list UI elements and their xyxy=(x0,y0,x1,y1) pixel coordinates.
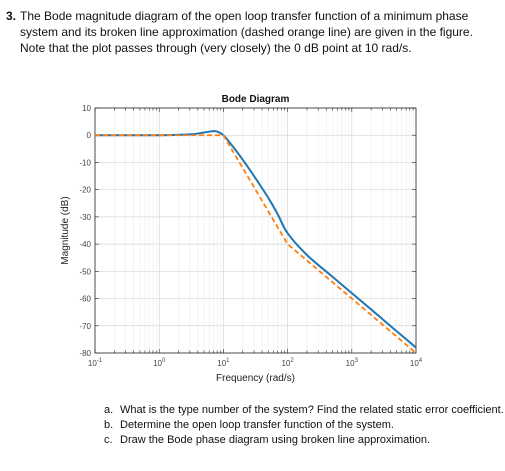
y-tick-label: -50 xyxy=(79,267,91,276)
asymptote-dashed-line xyxy=(95,134,417,354)
y-tick-label: -40 xyxy=(79,240,91,249)
y-tick-label: -60 xyxy=(79,295,91,304)
y-tick-label: -80 xyxy=(79,349,91,358)
x-tick-label: 100 xyxy=(153,358,166,368)
plot-frame xyxy=(94,107,417,354)
x-tick-label: 10-1 xyxy=(88,358,103,368)
x-tick-label: 101 xyxy=(217,358,230,368)
question-a-text: What is the type number of the system? F… xyxy=(120,404,504,416)
question-b-text: Determine the open loop transfer functio… xyxy=(120,419,394,431)
y-tick-label: -70 xyxy=(79,322,91,331)
question-b-label: b. xyxy=(104,419,114,431)
plot-area xyxy=(95,108,416,353)
exact-magnitude-line xyxy=(94,130,417,349)
problem-number: 3. xyxy=(6,9,17,23)
y-tick-label: -20 xyxy=(79,186,91,195)
question-c-label: c. xyxy=(104,434,113,446)
question-c: c. Draw the Bode phase diagram using bro… xyxy=(104,433,504,448)
question-b: b. Determine the open loop transfer func… xyxy=(104,418,504,433)
problem-statement: 3. The Bode magnitude diagram of the ope… xyxy=(6,8,496,56)
chart-title: Bode Diagram xyxy=(222,94,290,105)
question-list: a. What is the type number of the system… xyxy=(104,403,504,448)
x-tick-label: 103 xyxy=(346,358,359,368)
x-axis-label: Frequency (rad/s) xyxy=(216,373,295,384)
problem-text: The Bode magnitude diagram of the open l… xyxy=(20,9,473,55)
x-tick-label: 102 xyxy=(281,358,294,368)
y-tick-label: 10 xyxy=(82,104,91,113)
question-a-label: a. xyxy=(104,404,114,416)
y-tick-label: -10 xyxy=(79,158,91,167)
question-a: a. What is the type number of the system… xyxy=(104,403,504,418)
y-axis-label: Magnitude (dB) xyxy=(60,196,71,264)
y-tick-label: -30 xyxy=(79,213,91,222)
question-c-text: Draw the Bode phase diagram using broken… xyxy=(120,434,431,446)
x-tick-label: 104 xyxy=(410,358,423,368)
y-tick-label: 0 xyxy=(87,131,92,140)
